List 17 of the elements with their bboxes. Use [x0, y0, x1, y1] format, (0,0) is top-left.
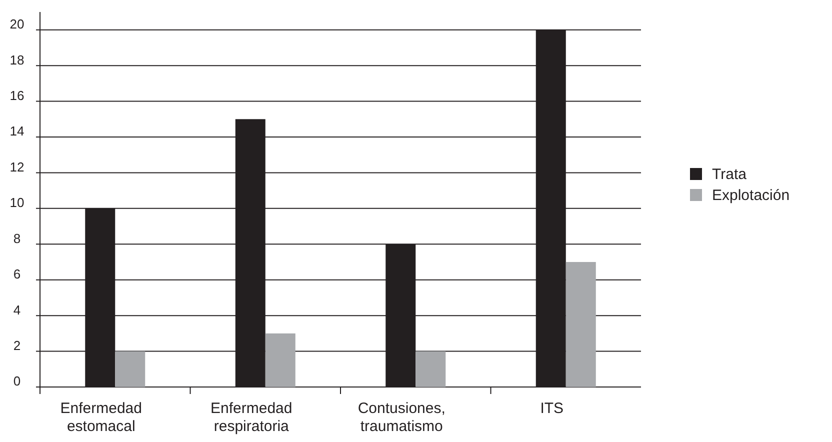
y-tick-label: 2 — [13, 338, 21, 353]
y-tick-label: 18 — [10, 52, 24, 68]
x-tick-label: Contusiones, traumatismo — [358, 400, 446, 435]
y-tick-label: 14 — [10, 124, 24, 139]
y-tick-label: 0 — [13, 374, 21, 389]
y-tick-label: 8 — [13, 230, 21, 246]
y-tick-label: 10 — [10, 195, 24, 210]
y-tick-label: 12 — [10, 159, 24, 174]
y-tick-label: 20 — [10, 16, 24, 32]
y-tick-label: 16 — [10, 88, 24, 103]
legend-label: Trata — [712, 166, 748, 183]
x-tick-label: ITS — [540, 400, 564, 417]
x-tick-label: Enfermedad respiratoria — [210, 400, 292, 435]
x-tick-label: Enfermedad estomacal — [60, 400, 142, 435]
y-tick-label: 6 — [13, 266, 21, 282]
legend-label: Explotación — [712, 187, 790, 204]
y-tick-label: 4 — [13, 302, 21, 318]
